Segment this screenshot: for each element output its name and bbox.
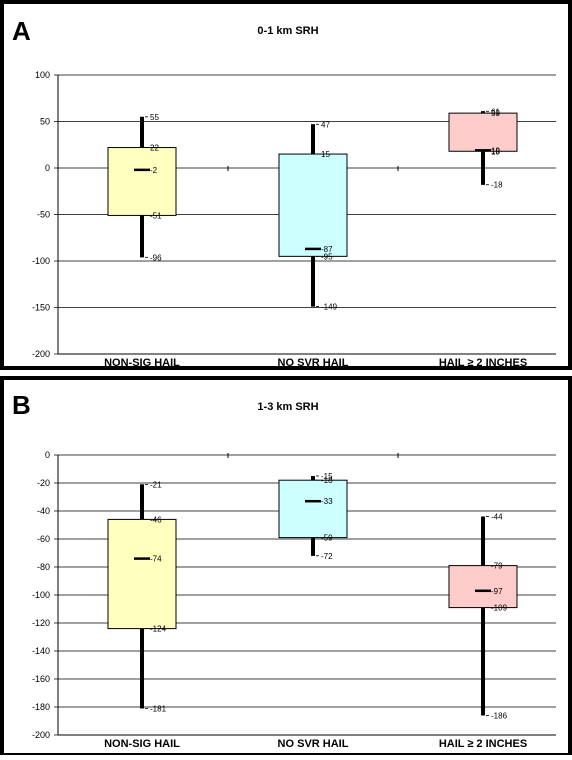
box-1: 55 22 -2 -51 -96: [107, 113, 177, 262]
data-label-q1: -95: [321, 252, 333, 261]
category-label: HAIL ≥ 2 INCHES: [439, 357, 527, 369]
y-tick-label: -60: [37, 534, 50, 544]
data-label-min: -72: [321, 552, 333, 561]
data-label-q3: -79: [491, 562, 503, 571]
y-tick-label: -140: [32, 646, 50, 656]
box-2: 47 15 -87-95 -149: [278, 120, 348, 312]
y-tick-label: -200: [32, 730, 50, 740]
category-label: NON-SIG HAIL: [104, 738, 180, 750]
data-label-max: -21: [150, 480, 162, 489]
panel-letter: A: [12, 16, 31, 46]
y-tick-label: -20: [37, 478, 50, 488]
box-1: -21 -46 -74 -124 -181: [107, 480, 177, 713]
data-label-min: -181: [150, 704, 167, 713]
data-label-min: -18: [491, 181, 503, 190]
data-label-q3: 22: [150, 144, 159, 153]
box-2: -15-18 -33 -59 -72: [278, 472, 348, 561]
data-label-median: -97: [491, 587, 503, 596]
data-label-q1: -109: [491, 604, 508, 613]
data-label-max: 47: [321, 120, 330, 129]
data-label-min: -96: [150, 253, 162, 262]
box-rect: [107, 147, 177, 216]
y-tick-label: -100: [32, 256, 50, 266]
category-label: NO SVR HAIL: [278, 357, 349, 369]
y-tick-label: -200: [32, 349, 50, 359]
data-label-q3: 59: [491, 109, 500, 118]
y-tick-label: -180: [32, 702, 50, 712]
y-tick-label: 0: [45, 163, 50, 173]
data-label-median: -33: [321, 497, 333, 506]
data-label-q3: -46: [150, 515, 162, 524]
data-label-median: -2: [150, 166, 158, 175]
y-tick-label: 100: [35, 70, 50, 80]
chart-title: 1-3 km SRH: [257, 401, 318, 413]
chart-panel-a: A 0-1 km SRH 100 50 0 -50 -100 -150 -200 55 22 -2 -5…: [0, 0, 572, 370]
y-tick-label: 50: [40, 117, 50, 127]
category-label: NO SVR HAIL: [278, 738, 349, 750]
y-tick-label: -120: [32, 618, 50, 628]
data-label-max: 55: [150, 113, 159, 122]
data-label-median: -74: [150, 555, 162, 564]
data-label-median: 19: [491, 146, 500, 155]
box-rect: [278, 479, 348, 539]
data-label-max: -44: [491, 513, 503, 522]
category-label: HAIL ≥ 2 INCHES: [439, 738, 527, 750]
data-label-min: -149: [321, 303, 338, 312]
panel-letter: B: [12, 390, 31, 420]
data-label-max: -15: [321, 472, 333, 481]
data-label-q1: -124: [150, 625, 167, 634]
box-rect: [278, 153, 348, 257]
box-rect: [448, 112, 518, 152]
data-label-q3: 15: [321, 150, 330, 159]
box-3: -44 -79 -97 -109 -186: [448, 513, 518, 720]
chart-title: 0-1 km SRH: [257, 25, 318, 37]
y-tick-label: -150: [32, 303, 50, 313]
y-tick-label: -80: [37, 562, 50, 572]
y-tick-label: -100: [32, 590, 50, 600]
y-tick-label: -40: [37, 506, 50, 516]
data-label-q1: 18: [491, 147, 500, 156]
data-label-q1: -51: [150, 211, 162, 220]
data-label-median: -87: [321, 245, 333, 254]
data-label-min: -186: [491, 711, 508, 720]
data-label-max: 61: [491, 107, 500, 116]
category-label: NON-SIG HAIL: [104, 357, 180, 369]
box-rect: [448, 565, 518, 609]
y-tick-label: -50: [37, 210, 50, 220]
data-label-q1: -59: [321, 534, 333, 543]
y-tick-label: -160: [32, 674, 50, 684]
chart-panel-b: B 1-3 km SRH 0 -20 -40 -60 -80 -100 -120 -140 -160…: [0, 376, 572, 757]
y-tick-label: 0: [45, 450, 50, 460]
box-rect: [107, 518, 177, 630]
data-label-q3: -18: [321, 476, 333, 485]
